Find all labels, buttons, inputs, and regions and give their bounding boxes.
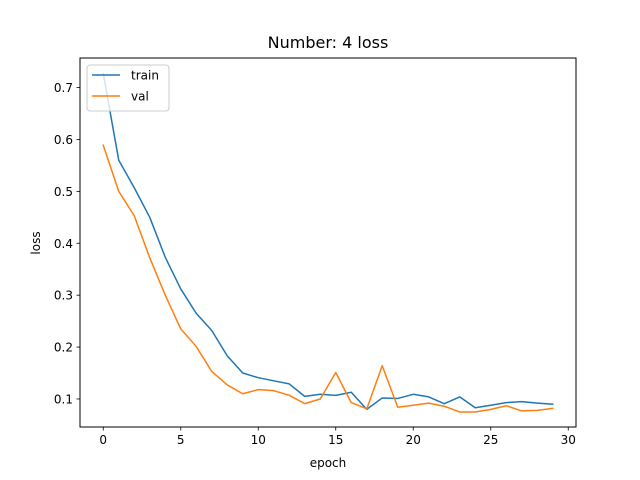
- y-tick-label: 0.7: [54, 81, 73, 95]
- x-axis-ticks: 0 5 10 15 20 25 30: [99, 427, 576, 447]
- y-axis-label: loss: [29, 231, 43, 254]
- y-tick-label: 0.5: [54, 185, 73, 199]
- x-tick-label: 10: [251, 433, 266, 447]
- plot-area: [102, 72, 554, 413]
- y-tick-label: 0.2: [54, 341, 73, 355]
- legend-box: [86, 64, 170, 112]
- legend: train val: [86, 64, 170, 112]
- y-tick-label: 0.6: [54, 133, 73, 147]
- y-tick-label: 0.4: [54, 237, 73, 251]
- chart-title: Number: 4 loss: [268, 33, 389, 52]
- x-tick-label: 25: [483, 433, 498, 447]
- x-tick-label: 20: [406, 433, 421, 447]
- legend-label-val: val: [131, 90, 149, 104]
- x-tick-label: 30: [561, 433, 576, 447]
- x-tick-label: 0: [99, 433, 107, 447]
- x-axis-label: epoch: [310, 456, 347, 470]
- series-line-val: [102, 144, 554, 413]
- y-tick-label: 0.1: [54, 392, 73, 406]
- y-axis-ticks: 0.1 0.2 0.3 0.4 0.5 0.6 0.7: [54, 81, 80, 406]
- x-tick-label: 5: [177, 433, 185, 447]
- x-tick-label: 15: [328, 433, 343, 447]
- y-tick-label: 0.3: [54, 289, 73, 303]
- legend-label-train: train: [131, 69, 159, 83]
- series-line-train: [102, 72, 554, 411]
- axes-frame: [79, 57, 577, 428]
